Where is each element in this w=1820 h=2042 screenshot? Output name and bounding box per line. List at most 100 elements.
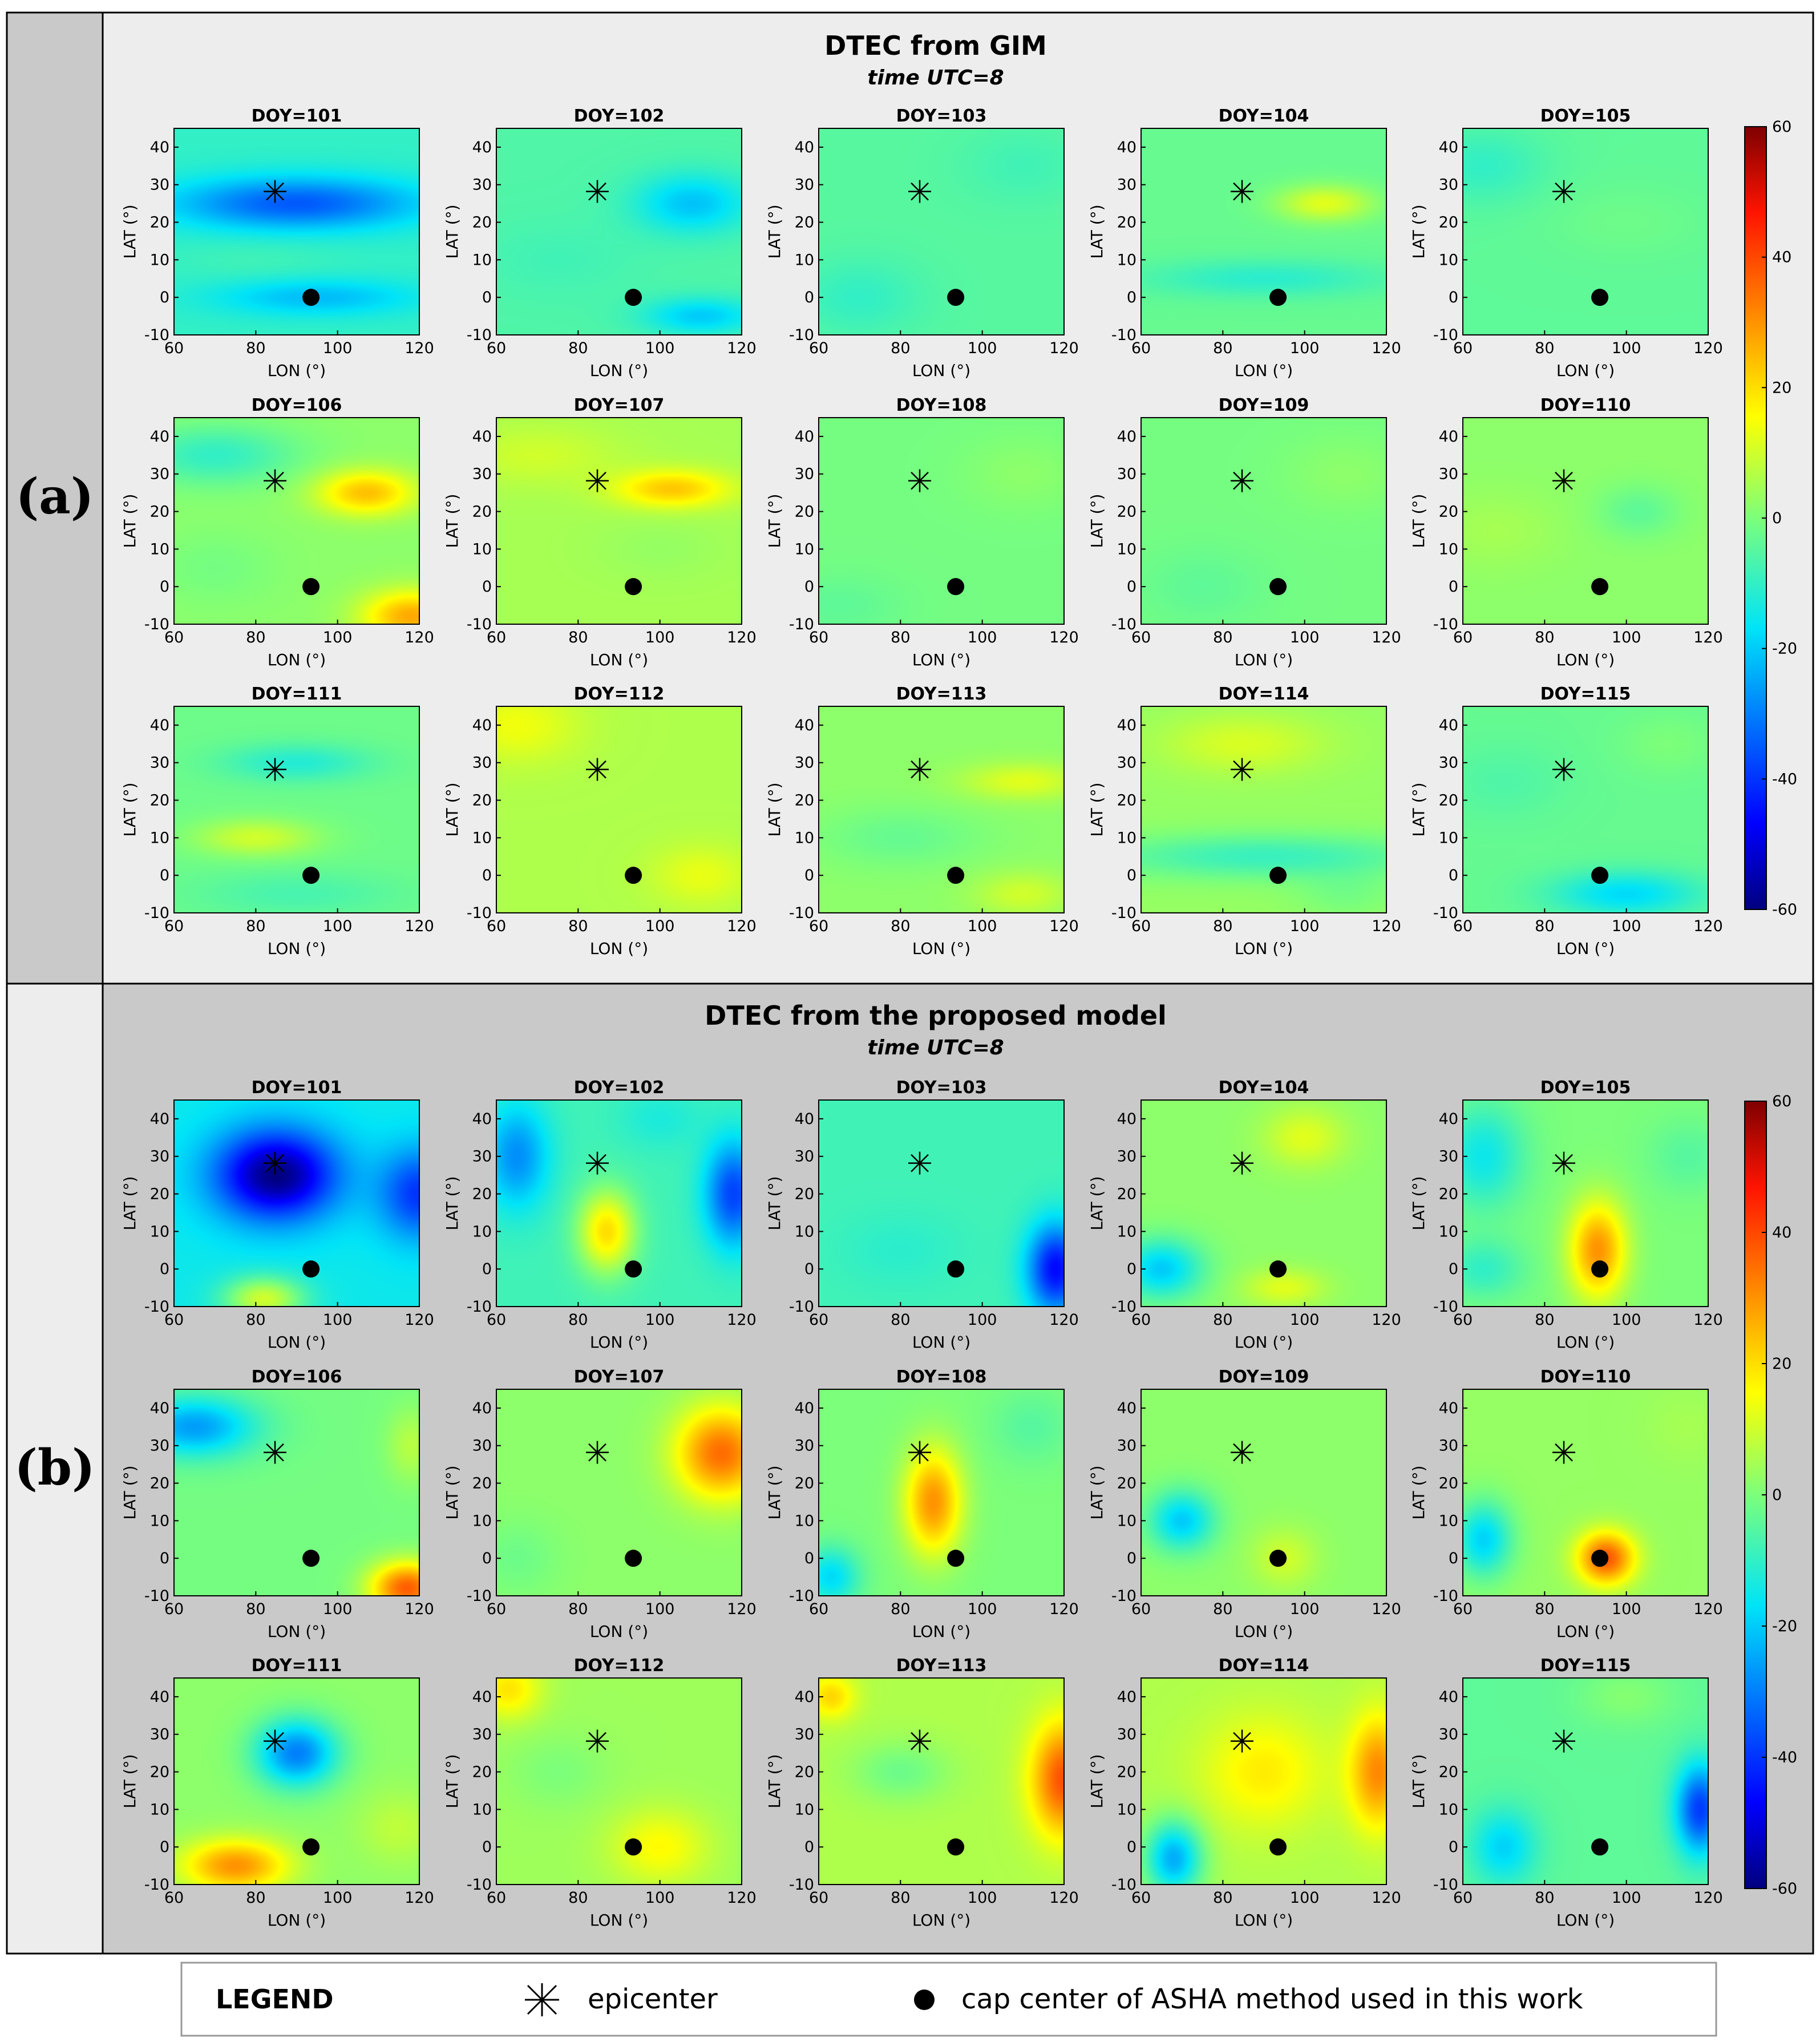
x-axis-label: LON (°) — [268, 939, 326, 958]
x-tick-label: 120 — [1372, 1600, 1401, 1618]
colorbar-tick-label: 60 — [1772, 1093, 1791, 1110]
y-tick-label: 40 — [1117, 1110, 1137, 1128]
y-tick-label: 40 — [150, 1688, 169, 1706]
epicenter-marker — [908, 469, 932, 492]
map-doy-103: DOY=103 60 80 100 120 -10 0 10 20 30 40 LON (°) LAT … — [765, 1078, 1079, 1352]
x-axis-label: LON (°) — [1235, 650, 1293, 669]
y-tick-label: 10 — [1117, 1801, 1137, 1818]
panel-a-label-column — [6, 11, 104, 985]
plot-frame — [1140, 128, 1387, 335]
map-doy-113: DOY=113 60 80 100 120 -10 0 10 20 30 40 LON (°) LAT … — [765, 684, 1079, 958]
y-tick-label: 20 — [472, 1475, 492, 1493]
y-tick-label: -10 — [1433, 1587, 1458, 1605]
plot-frame — [1140, 1677, 1387, 1885]
y-tick-label: -10 — [1111, 1876, 1137, 1894]
x-axis-label: LON (°) — [1556, 650, 1615, 669]
y-tick-label: 40 — [1117, 1688, 1137, 1706]
panel-b-label-column — [6, 982, 104, 1955]
x-tick-label: 120 — [1372, 629, 1401, 646]
colorbar-tick-label: -40 — [1772, 1749, 1797, 1766]
plot-frame — [818, 128, 1065, 335]
y-tick-label: 10 — [150, 829, 169, 847]
y-tick-label: 10 — [1117, 829, 1137, 847]
legend-dot-icon — [914, 1990, 935, 2010]
map-title: DOY=101 — [252, 106, 342, 126]
map-doy-107: DOY=107 60 80 100 120 -10 0 10 20 30 40 LON (°) LAT … — [443, 395, 757, 669]
heatmap-field — [496, 418, 742, 624]
x-tick-label: 80 — [1213, 1889, 1232, 1907]
y-tick-label: 0 — [804, 867, 814, 884]
x-axis-label: LON (°) — [1235, 939, 1293, 958]
x-tick-label: 100 — [645, 1311, 675, 1329]
map-title: DOY=102 — [574, 1078, 665, 1098]
y-tick-label: 0 — [1127, 1260, 1137, 1278]
cap-center-marker — [302, 1550, 320, 1567]
y-tick-label: 40 — [1117, 428, 1137, 446]
y-tick-label: 20 — [472, 792, 492, 810]
x-axis-label: LON (°) — [590, 1333, 648, 1352]
y-axis-label: LAT (°) — [765, 1754, 784, 1808]
y-tick-label: 40 — [150, 428, 169, 446]
y-tick-label: 20 — [150, 1764, 169, 1781]
y-tick-label: -10 — [1111, 1587, 1137, 1605]
epicenter-marker — [908, 1151, 932, 1175]
y-tick-label: 40 — [472, 1110, 492, 1128]
map-title: DOY=105 — [1540, 1078, 1631, 1098]
x-axis-label: LON (°) — [912, 939, 970, 958]
map-doy-108: DOY=108 60 80 100 120 -10 0 10 20 30 40 LON (°) LAT … — [765, 395, 1079, 669]
colorbar-tick-label: 40 — [1772, 249, 1791, 266]
heatmap-field — [1463, 1100, 1708, 1307]
y-tick-label: 30 — [1117, 1726, 1137, 1744]
x-tick-label: 100 — [1612, 1889, 1641, 1907]
y-tick-label: 40 — [795, 717, 814, 734]
y-tick-label: 40 — [150, 717, 169, 734]
map-title: DOY=104 — [1219, 1078, 1309, 1098]
x-axis-label: LON (°) — [1556, 1333, 1615, 1352]
x-tick-label: 120 — [727, 1311, 757, 1329]
y-tick-label: 10 — [1439, 829, 1458, 847]
x-tick-label: 60 — [1453, 917, 1473, 935]
y-tick-label: -10 — [1433, 326, 1458, 344]
y-tick-label: -10 — [1433, 1298, 1458, 1316]
cap-center-marker — [1269, 1260, 1287, 1278]
x-tick-label: 100 — [1612, 339, 1641, 357]
map-doy-112: DOY=112 60 80 100 120 -10 0 10 20 30 40 LON (°) LAT … — [443, 684, 757, 958]
y-tick-label: 30 — [1117, 176, 1137, 194]
y-tick-label: -10 — [467, 1298, 492, 1316]
x-tick-label: 60 — [809, 1600, 828, 1618]
y-tick-label: 10 — [150, 1801, 169, 1818]
y-tick-label: 30 — [1439, 754, 1458, 772]
map-doy-104: DOY=104 60 80 100 120 -10 0 10 20 30 40 LON (°) LAT … — [1087, 1078, 1401, 1352]
y-tick-label: 10 — [1117, 1223, 1137, 1240]
y-tick-label: 20 — [795, 214, 814, 232]
map-doy-114: DOY=114 60 80 100 120 -10 0 10 20 30 40 LON (°) LAT … — [1087, 1656, 1401, 1930]
x-tick-label: 120 — [1372, 1889, 1401, 1907]
y-axis-label: LAT (°) — [1409, 1754, 1428, 1808]
panel-b-subtitle: time UTC=8 — [867, 1036, 1004, 1060]
x-tick-label: 80 — [1535, 917, 1554, 935]
map-doy-106: DOY=106 60 80 100 120 -10 0 10 20 30 40 LON (°) LAT … — [120, 1367, 434, 1641]
x-tick-label: 60 — [1453, 339, 1473, 357]
y-tick-label: 20 — [1117, 1475, 1137, 1493]
cap-center-marker — [1269, 289, 1287, 306]
y-tick-label: 40 — [472, 428, 492, 446]
y-axis-label: LAT (°) — [443, 204, 462, 258]
epicenter-marker — [264, 180, 287, 203]
y-axis-label: LAT (°) — [120, 1754, 139, 1808]
epicenter-marker — [264, 1729, 287, 1753]
y-tick-label: -10 — [789, 616, 814, 633]
y-tick-label: 0 — [160, 1838, 169, 1856]
x-axis-label: LON (°) — [1556, 1622, 1615, 1641]
heatmap-field — [496, 1389, 742, 1596]
epicenter-marker — [586, 1441, 609, 1464]
y-axis-label: LAT (°) — [1087, 204, 1106, 258]
y-tick-label: 10 — [1117, 1512, 1137, 1530]
epicenter-marker — [1231, 1729, 1254, 1753]
y-tick-label: 30 — [1117, 1437, 1137, 1455]
y-tick-label: 0 — [804, 1550, 814, 1567]
map-title: DOY=115 — [1540, 1656, 1631, 1676]
y-tick-label: 10 — [1439, 1801, 1458, 1818]
x-tick-label: 100 — [968, 1311, 997, 1329]
